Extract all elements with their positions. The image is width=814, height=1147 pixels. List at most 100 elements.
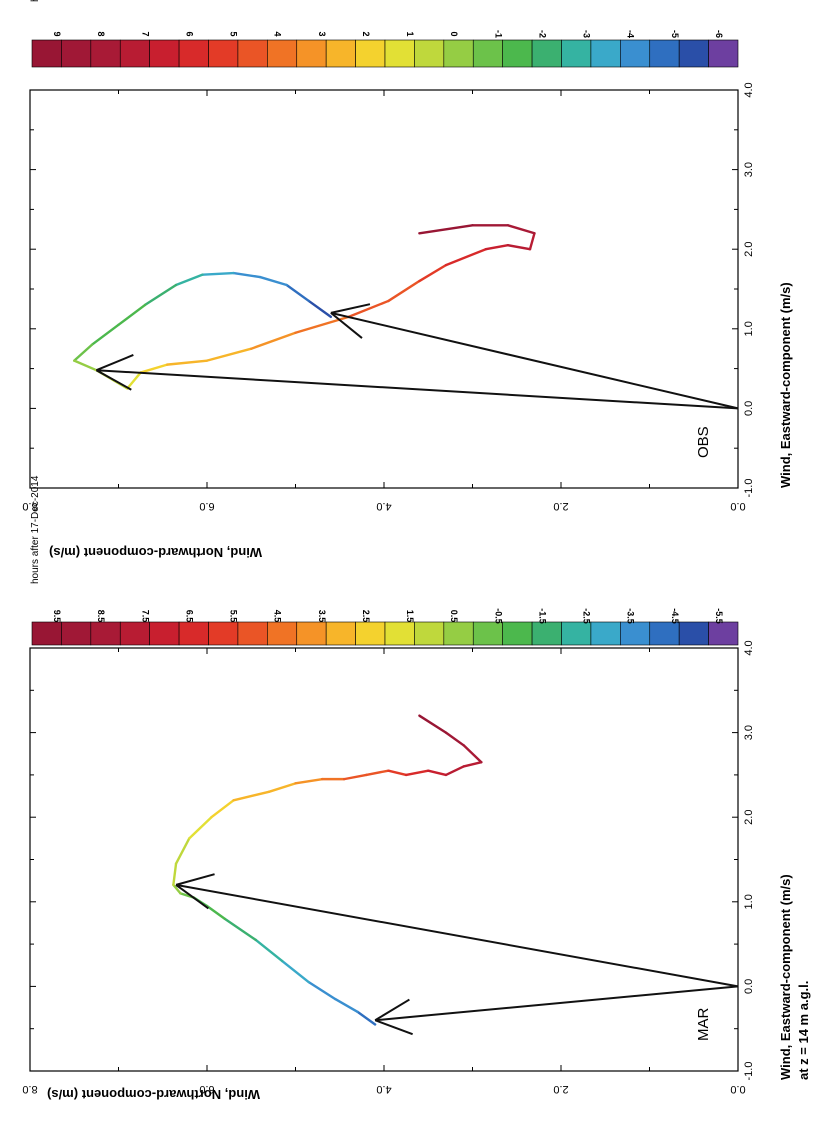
colorbar-label: 2 <box>361 31 371 36</box>
colorbar-cell <box>708 621 739 646</box>
colorbar-cell <box>678 621 709 646</box>
colorbar-cell <box>178 621 209 646</box>
ylabel-right: Wind, Northward-component (m/s) <box>49 545 262 560</box>
colorbar-cell <box>208 39 239 68</box>
hodograph-segment <box>307 299 333 319</box>
colorbar-label: 8.5 <box>96 610 106 623</box>
colorbar-cell <box>531 39 562 68</box>
colorbar-cell <box>561 621 592 646</box>
colorbar-label: -1 <box>493 30 503 38</box>
hodograph-segment <box>342 773 368 781</box>
hodograph-segment <box>205 347 253 362</box>
colorbar-cell <box>649 621 680 646</box>
hodograph-segment <box>294 315 350 334</box>
hodograph-segment <box>285 283 310 303</box>
panel-tag: OBS <box>695 426 712 458</box>
hodograph-segment <box>139 363 169 374</box>
colorbar-cell <box>590 621 621 646</box>
hodograph-segment <box>174 837 191 865</box>
y-tick-label: 8.0 <box>22 1083 37 1095</box>
hodograph-segment <box>418 224 474 235</box>
x-tick-label: -1.0 <box>743 479 755 498</box>
hodograph-segment <box>444 247 487 267</box>
hodograph-segment <box>418 714 448 734</box>
colorbar-cell <box>590 39 621 68</box>
hodograph-segment <box>232 271 262 279</box>
colorbar-label: 9.5 <box>52 610 62 623</box>
hodograph-segment <box>387 769 408 777</box>
hodograph-segment <box>506 244 532 251</box>
hodograph-segment <box>174 273 204 287</box>
colorbar-cell <box>708 39 739 68</box>
hodograph-segment <box>334 997 359 1013</box>
wind-vector-head <box>175 884 209 910</box>
hodograph-segment <box>444 765 465 777</box>
x-tick-label: 3.0 <box>743 162 755 177</box>
colorbar-cell <box>678 39 709 68</box>
colorbar-cell <box>90 621 121 646</box>
y-tick-label: 4.0 <box>376 1083 391 1095</box>
colorbar-cell <box>443 621 474 646</box>
x-tick-label: 4.0 <box>743 640 755 655</box>
wind-vector-head <box>95 354 134 372</box>
hodograph-segment <box>347 299 390 319</box>
hodograph-segment <box>126 371 142 390</box>
hodograph-segment <box>506 224 536 235</box>
x-tick-label: 2.0 <box>743 810 755 825</box>
colorbar-label: -2 <box>537 30 547 38</box>
colorbar-cell <box>208 621 239 646</box>
colorbar-cell <box>90 39 121 68</box>
colorbar-cell <box>61 39 92 68</box>
hodograph-segment <box>528 232 536 251</box>
colorbar-label: -2.5 <box>582 608 592 624</box>
colorbar-label: 6.5 <box>184 610 194 623</box>
colorbar-cell <box>355 621 386 646</box>
colorbar-label: 4.5 <box>273 610 283 623</box>
colorbar-cell <box>149 39 180 68</box>
xlabel-right: Wind, Eastward-component (m/s) <box>778 282 793 488</box>
colorbar-label: 3.5 <box>317 610 327 623</box>
panel-obs: -1.0 0.0 1.0 2.0 3.0 4.0 0.0 2.0 4.0 6.0 8.0 OBS 9 8 7… <box>22 0 755 512</box>
hodograph-segment <box>117 303 147 327</box>
xlabel-note: at z = 14 m a.g.l. <box>796 981 811 1080</box>
wind-vector-head <box>330 303 371 314</box>
hodograph-segment <box>165 359 209 366</box>
colorbar-title: hours after 17-Dec-2014 <box>30 475 41 584</box>
y-tick-label: 4.0 <box>376 500 391 512</box>
hodograph-segment <box>143 283 178 307</box>
x-tick-label: 0.0 <box>743 401 755 416</box>
colorbar-cell <box>296 621 327 646</box>
colorbar-cell <box>620 621 651 646</box>
colorbar-cell <box>325 621 356 646</box>
hodograph-segment <box>254 938 284 963</box>
plot-frame <box>29 89 739 489</box>
hodograph-segment <box>462 744 483 764</box>
x-tick-label: 1.0 <box>743 894 755 909</box>
wind-vector-head <box>374 998 410 1022</box>
colorbar-cell <box>237 621 268 646</box>
hodograph-segment <box>223 917 257 942</box>
colorbar-label: -3.5 <box>626 608 636 624</box>
colorbar-cell <box>472 621 503 646</box>
colorbar-label: 2.5 <box>361 610 371 623</box>
colorbar-label: 7.5 <box>140 610 150 623</box>
colorbar-cell <box>119 621 150 646</box>
x-tick-label: 2.0 <box>743 242 755 257</box>
ylabel-left: Wind, Northward-component (m/s) <box>47 1087 260 1102</box>
colorbar-label: -5.5 <box>714 608 724 624</box>
colorbar-cell <box>620 39 651 68</box>
wind-vector <box>96 369 739 410</box>
colorbar-label: -3 <box>582 30 592 38</box>
y-tick-label: 6.0 <box>199 1083 214 1095</box>
colorbar-label: 6 <box>184 31 194 36</box>
hodograph-segment <box>210 799 235 819</box>
colorbar-label: 3 <box>317 31 327 36</box>
colorbar-label: 0 <box>449 31 459 36</box>
wind-vector <box>175 883 739 988</box>
colorbar-cell <box>355 39 386 68</box>
y-tick-label: 8.0 <box>22 500 37 512</box>
colorbar-cell <box>31 621 62 646</box>
hodograph-segment <box>201 271 235 276</box>
wind-vector-head <box>374 1019 413 1036</box>
